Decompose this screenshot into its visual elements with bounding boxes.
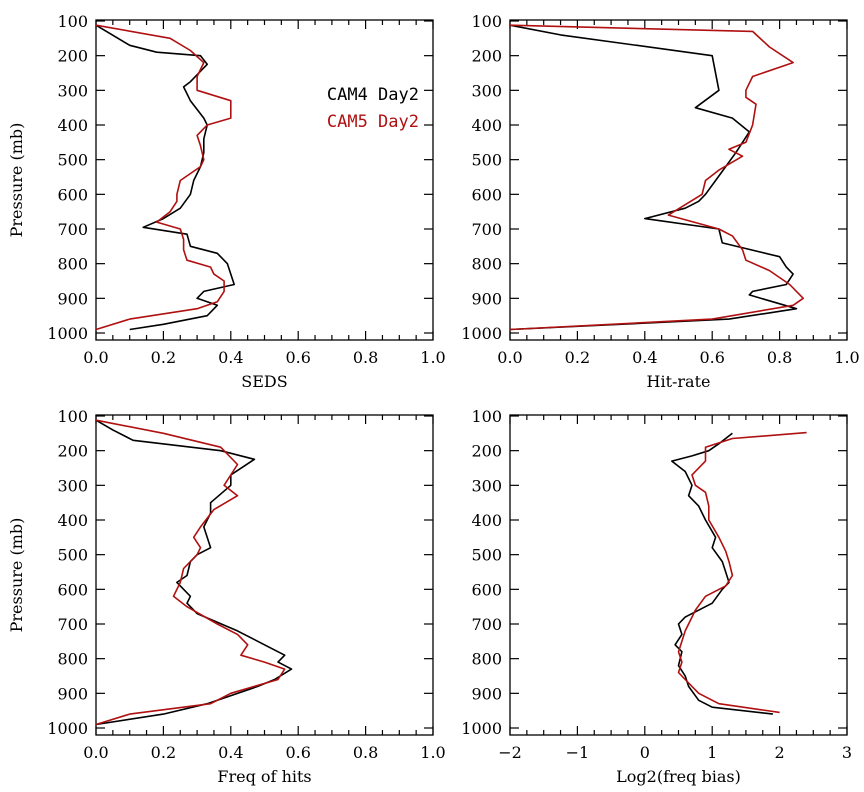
series-line-cam4: [95, 24, 235, 331]
y-tick-label: 1000: [461, 719, 502, 738]
y-tick-label: 200: [471, 47, 502, 66]
x-tick-label: 0.0: [83, 348, 108, 367]
series-line-cam5: [677, 431, 807, 714]
y-tick-label: 500: [471, 546, 502, 565]
y-tick-label: 1000: [47, 324, 88, 343]
y-tick-label: 600: [471, 580, 502, 599]
y-tick-label: 200: [57, 47, 88, 66]
chart-panel-2: 100 200 300 400 500 600 700 800 900 1000 0.0 0.2 0.4…: [461, 12, 859, 391]
legend-entry-cam5: CAM5 Day2: [327, 112, 419, 132]
x-tick-label: 1.0: [420, 743, 445, 762]
y-tick-label: 800: [471, 650, 502, 669]
y-tick-label: 700: [57, 615, 88, 634]
x-tick-label: 0.4: [218, 348, 243, 367]
plot-frame: [95, 414, 434, 736]
y-tick-label: 700: [471, 615, 502, 634]
chart-panel-4: 100 200 300 400 500 600 700 800 900 1000 −2 −1 0 1 2 3 L…: [461, 407, 852, 786]
x-tick-label: 3: [842, 743, 852, 762]
y-tick-label: 900: [57, 289, 88, 308]
series-line-cam4: [509, 24, 798, 331]
x-axis-title: Log2(freq bias): [616, 767, 741, 786]
y-tick-label: 600: [57, 580, 88, 599]
y-tick-label: 500: [57, 546, 88, 565]
y-tick-label: 100: [471, 407, 502, 426]
x-axis-title: Hit-rate: [647, 372, 711, 391]
y-tick-label: 200: [57, 442, 88, 461]
y-tick-label: 800: [471, 255, 502, 274]
y-tick-label: 300: [57, 476, 88, 495]
y-tick-label: 100: [471, 12, 502, 31]
series-line-cam4: [95, 419, 293, 726]
y-tick-label: 100: [57, 407, 88, 426]
y-tick-label: 500: [471, 151, 502, 170]
x-axis-title: Freq of hits: [217, 767, 311, 786]
y-tick-label: 300: [57, 81, 88, 100]
y-tick-label: 500: [57, 151, 88, 170]
y-tick-label: 400: [471, 511, 502, 530]
y-tick-label: 1000: [47, 719, 88, 738]
y-tick-label: 800: [57, 255, 88, 274]
y-tick-label: 100: [57, 12, 88, 31]
series-line-cam4: [671, 432, 773, 715]
y-tick-label: 400: [57, 116, 88, 135]
x-tick-label: 1.0: [834, 348, 859, 367]
y-tick-label: 1000: [461, 324, 502, 343]
legend-entry-cam4: CAM4 Day2: [327, 85, 419, 105]
x-tick-label: 0.2: [151, 743, 176, 762]
x-tick-label: 0.6: [285, 348, 310, 367]
chart-panel-1: 100 200 300 400 500 600 700 800 900 1000 0.0 0.2 0.4…: [7, 12, 446, 391]
y-tick-label: 800: [57, 650, 88, 669]
y-tick-label: 300: [471, 476, 502, 495]
series-line-cam5: [95, 24, 232, 331]
plot-frame: [95, 19, 434, 341]
x-tick-label: −1: [566, 743, 590, 762]
y-tick-label: 900: [471, 684, 502, 703]
x-tick-label: −2: [498, 743, 522, 762]
x-tick-label: 0.0: [497, 348, 522, 367]
y-tick-label: 700: [471, 220, 502, 239]
x-tick-label: 0.6: [699, 348, 724, 367]
series-line-cam5: [509, 24, 804, 331]
x-tick-label: 0.4: [218, 743, 243, 762]
chart-panel-3: 100 200 300 400 500 600 700 800 900 1000 0.0 0.2 0.4…: [7, 407, 446, 786]
y-axis-title: Pressure (mb): [7, 123, 26, 238]
x-tick-label: 0: [640, 743, 650, 762]
y-tick-label: 900: [471, 289, 502, 308]
y-tick-label: 600: [57, 185, 88, 204]
x-tick-label: 1.0: [420, 348, 445, 367]
y-tick-label: 900: [57, 684, 88, 703]
plot-frame: [509, 414, 848, 736]
x-tick-label: 0.2: [565, 348, 590, 367]
y-tick-label: 400: [57, 511, 88, 530]
x-tick-label: 0.6: [285, 743, 310, 762]
x-tick-label: 0.4: [632, 348, 657, 367]
x-tick-label: 0.8: [353, 348, 378, 367]
series-line-cam5: [95, 419, 286, 726]
x-tick-label: 0.8: [353, 743, 378, 762]
x-tick-label: 0.2: [151, 348, 176, 367]
x-tick-label: 0.0: [83, 743, 108, 762]
x-tick-label: 1: [707, 743, 717, 762]
y-tick-label: 600: [471, 185, 502, 204]
y-tick-label: 400: [471, 116, 502, 135]
y-tick-label: 200: [471, 442, 502, 461]
y-axis-title: Pressure (mb): [7, 518, 26, 633]
x-tick-label: 0.8: [767, 348, 792, 367]
y-tick-label: 300: [471, 81, 502, 100]
y-tick-label: 700: [57, 220, 88, 239]
x-axis-title: SEDS: [241, 372, 287, 391]
x-tick-label: 2: [775, 743, 785, 762]
